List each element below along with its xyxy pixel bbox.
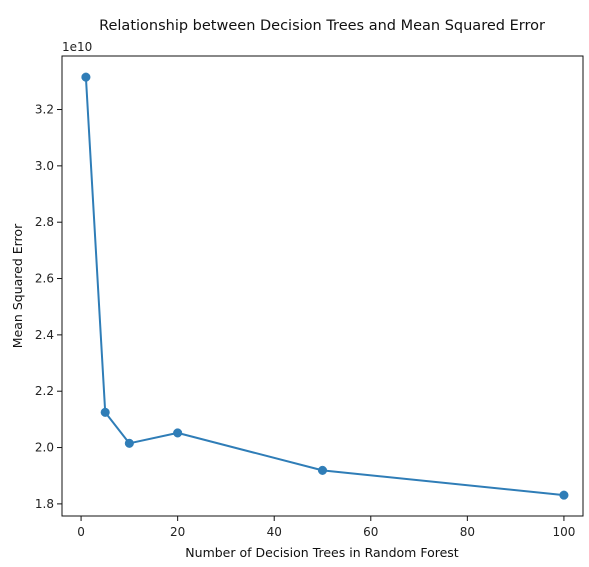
y-tick-label: 2.4 <box>35 328 54 342</box>
y-tick-label: 3.2 <box>35 103 54 117</box>
series-line <box>84 76 565 497</box>
plot-frame <box>61 55 584 517</box>
x-tick-label: 20 <box>170 525 185 539</box>
data-point <box>173 428 183 438</box>
data-point <box>100 407 110 417</box>
y-tick-label: 1.8 <box>35 497 54 511</box>
data-point <box>124 438 134 448</box>
data-point <box>317 465 328 475</box>
y-tick-label: 3.0 <box>35 159 54 173</box>
x-tick-label: 0 <box>77 525 85 539</box>
x-tick-label: 60 <box>363 525 378 539</box>
y-tick-label: 2.2 <box>35 384 54 398</box>
y-tick-label: 2.0 <box>35 441 54 455</box>
y-axis-label: Mean Squared Error <box>10 223 25 348</box>
data-point <box>559 490 569 500</box>
x-tick-label: 80 <box>460 525 475 539</box>
x-axis-label: Number of Decision Trees in Random Fores… <box>185 545 458 560</box>
x-tick-label: 100 <box>552 525 575 539</box>
plot-area: 0 20 40 60 80 100 1.8 2.0 2.2 2.4 2.6 2.8 3.0 3.2 <box>35 55 584 539</box>
y-tick-label: 2.6 <box>35 272 54 286</box>
y-axis-offset-label: 1e10 <box>62 40 92 54</box>
data-point <box>81 72 91 82</box>
x-tick-label: 40 <box>267 525 282 539</box>
chart-title: Relationship between Decision Trees and … <box>99 18 545 34</box>
y-tick-label: 2.8 <box>35 215 54 229</box>
